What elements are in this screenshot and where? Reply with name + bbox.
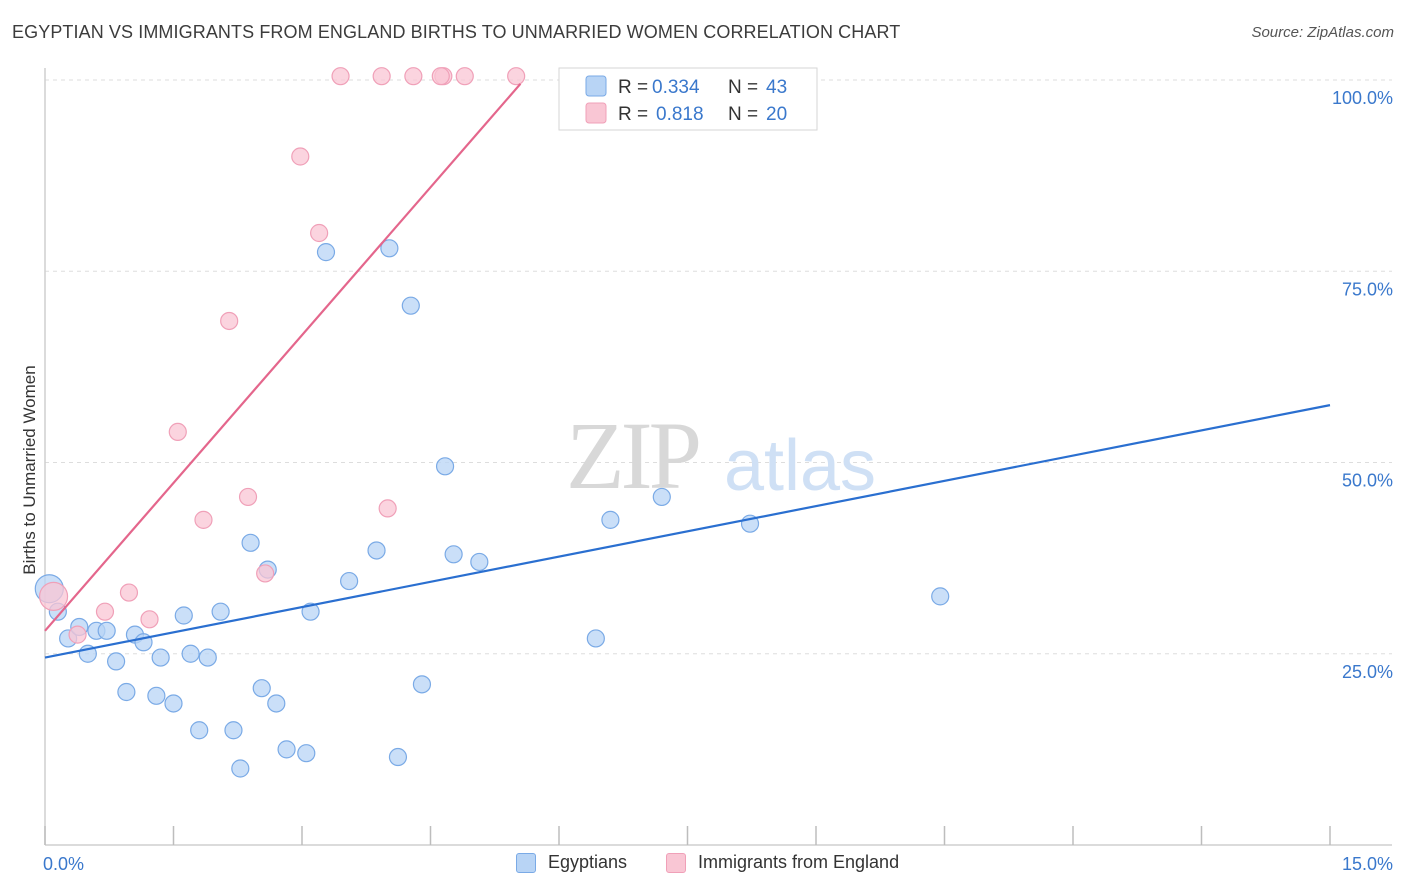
point-england-14 <box>372 67 391 86</box>
legend-swatch-egyptians-bottom <box>516 852 536 873</box>
point-egyptians-21 <box>241 533 260 552</box>
trend-line-egyptians <box>44 404 1331 659</box>
legend-n-label-1: N = <box>728 77 758 98</box>
axes <box>44 68 1392 846</box>
point-egyptians-34 <box>412 675 432 694</box>
trend-line-england <box>44 83 522 632</box>
y-tick-label-75: 75.0% <box>1342 279 1393 299</box>
point-egyptians-29 <box>340 571 359 591</box>
point-egyptians-28 <box>316 243 336 262</box>
point-england-11 <box>310 223 329 243</box>
point-egyptians-14 <box>174 606 193 625</box>
point-egyptians-42 <box>931 587 950 606</box>
watermark-zip: ZIP <box>566 402 699 509</box>
point-egyptians-22 <box>252 679 271 698</box>
legend-label-england: Immigrants from England <box>698 852 900 872</box>
legend-n-value-2: 20 <box>766 104 787 125</box>
point-england-12 <box>331 67 350 86</box>
point-egyptians-40 <box>652 487 671 507</box>
point-england-3 <box>119 583 139 602</box>
point-england-4 <box>140 610 159 629</box>
tick-labels: 25.0% 50.0% 75.0% 100.0% 0.0% 15.0% <box>43 88 1393 874</box>
point-egyptians-8 <box>117 682 136 702</box>
legend-n-value-1: 43 <box>766 77 787 98</box>
trend-lines <box>44 83 1331 659</box>
point-egyptians-35 <box>435 457 455 476</box>
point-england-8 <box>238 487 258 507</box>
point-england-17 <box>455 67 474 86</box>
point-england-0 <box>38 581 69 611</box>
point-england-7 <box>220 311 239 331</box>
point-egyptians-11 <box>147 686 166 705</box>
chart-title: EGYPTIAN VS IMMIGRANTS FROM ENGLAND BIRT… <box>12 22 901 42</box>
point-england-13 <box>378 499 397 518</box>
series-legend: Egyptians Immigrants from England <box>0 852 1406 878</box>
watermark: ZIP atlas <box>566 402 876 509</box>
point-england-10 <box>291 147 310 166</box>
point-england-19 <box>431 67 450 86</box>
point-england-9 <box>256 564 275 583</box>
point-egyptians-7 <box>107 652 126 671</box>
point-england-6 <box>194 510 213 529</box>
legend-label-egyptians: Egyptians <box>548 852 628 872</box>
point-england-2 <box>95 602 115 621</box>
x-tick-label-0: 0.0% <box>43 854 84 874</box>
legend-item-england[interactable]: Immigrants from England <box>666 852 899 873</box>
point-egyptians-27 <box>301 602 320 621</box>
point-egyptians-6 <box>97 621 116 640</box>
point-egyptians-18 <box>211 602 230 621</box>
legend-swatch-egyptians <box>585 75 607 97</box>
legend-r-value-2: 0.818 <box>656 104 704 125</box>
x-tick-label-15: 15.0% <box>1342 854 1393 874</box>
y-tick-label-25: 25.0% <box>1342 662 1393 682</box>
legend-n-label-2: N = <box>728 104 758 125</box>
point-egyptians-39 <box>601 510 620 529</box>
point-egyptians-24 <box>267 694 286 713</box>
point-egyptians-26 <box>297 744 316 763</box>
point-egyptians-16 <box>190 721 209 740</box>
point-egyptians-37 <box>470 552 489 572</box>
point-egyptians-12 <box>151 648 170 667</box>
point-egyptians-13 <box>164 694 183 713</box>
point-egyptians-30 <box>367 541 386 560</box>
point-egyptians-25 <box>277 740 296 759</box>
point-egyptians-32 <box>388 747 408 767</box>
watermark-atlas: atlas <box>724 426 876 506</box>
point-england-5 <box>168 422 187 441</box>
point-egyptians-36 <box>444 545 463 564</box>
point-egyptians-31 <box>380 239 399 258</box>
y-tick-label-100: 100.0% <box>1332 88 1393 108</box>
legend-r-value-1: 0.334 <box>652 77 700 98</box>
y-tick-label-50: 50.0% <box>1342 471 1393 491</box>
legend-r-label-2: R = <box>618 104 648 125</box>
point-egyptians-20 <box>231 759 250 778</box>
source-label: Source: ZipAtlas.com <box>1251 24 1394 41</box>
data-points <box>34 67 950 778</box>
legend-r-label-1: R = <box>618 77 648 98</box>
point-egyptians-38 <box>586 629 605 648</box>
point-egyptians-15 <box>181 644 200 663</box>
gridlines <box>45 79 1392 655</box>
point-england-18 <box>507 67 526 86</box>
legend-swatch-england-bottom <box>666 852 686 873</box>
stats-legend: R = 0.334 N = 43 R = 0.818 N = 20 <box>558 67 818 131</box>
point-egyptians-33 <box>401 296 420 315</box>
legend-swatch-england <box>585 102 607 124</box>
point-egyptians-19 <box>224 721 243 740</box>
point-egyptians-17 <box>198 648 217 667</box>
point-england-15 <box>404 67 423 86</box>
point-england-1 <box>68 625 87 644</box>
legend-item-egyptians[interactable]: Egyptians <box>516 852 627 873</box>
